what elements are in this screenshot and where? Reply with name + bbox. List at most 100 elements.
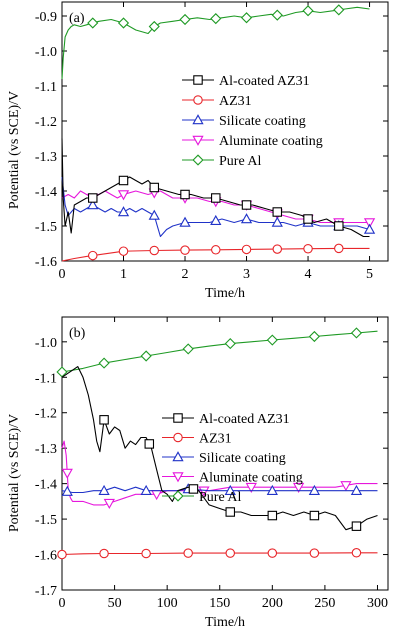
panel-b-series-marker-4 (224, 338, 236, 350)
panel-b-plot-frame (61, 316, 389, 591)
panel-b-series-marker-1 (309, 548, 320, 558)
panel-b-y-tick-label: -1.7 (35, 584, 57, 599)
panel-a-legend-marker (193, 75, 203, 85)
panel-b-legend-label: Al-coated AZ31 (199, 412, 290, 427)
panel-a-series-marker-0 (334, 221, 344, 231)
panel-a-legend-marker (192, 135, 204, 146)
panel-a-series-marker-0 (88, 193, 98, 203)
panel-b-legend-marker (172, 472, 184, 483)
panel-b-series-marker-2 (98, 484, 110, 495)
panel-a-legend-label: AZ31 (219, 94, 252, 109)
panel-b-panel-label: (b) (69, 326, 86, 341)
panel-a-plot-frame (61, 1, 389, 262)
panel-a-series-marker-1 (241, 244, 252, 255)
panel-a-series-marker-0 (118, 175, 129, 186)
panel-a-series-marker-0 (180, 189, 190, 200)
panel-b-x-tick-label: 300 (367, 596, 388, 611)
panel-b-series-marker-1 (183, 548, 193, 558)
panel-b-series-marker-0 (144, 439, 155, 449)
panel-a-series-marker-1 (180, 245, 190, 255)
panel-b-legend-label: AZ31 (199, 432, 232, 447)
panel-a-series-marker-4 (117, 17, 130, 29)
panel-b-legend-marker (173, 432, 183, 443)
panel-a-y-tick-label: -1.6 (35, 255, 57, 270)
panel-a-x-axis-title: Time/h (205, 286, 245, 301)
panel-a-y-tick-label: -0.9 (35, 10, 57, 25)
panel-b-x-tick-label: 0 (59, 596, 66, 611)
panel-b-series-marker-2 (308, 484, 321, 495)
panel-a-series-marker-4 (87, 17, 99, 29)
panel-b-x-tick-label: 250 (314, 596, 335, 611)
panel-a-series-marker-1 (149, 245, 160, 256)
panel-a-series-marker-4 (240, 12, 253, 24)
panel-a-series-marker-1 (88, 250, 98, 261)
panel-b-x-tick-label: 100 (157, 596, 178, 611)
panel-b-series-marker-3 (340, 481, 352, 492)
panel-a-series-marker-2 (210, 214, 222, 225)
panel-a-y-tick-label: -1.0 (35, 45, 57, 60)
panel-b: 0 50 100 150 200 250 300 -1.7 -1.6 -1.5 -1.4 -1.3 -1… (35, 316, 389, 630)
panel-b-series-line-2 (61, 486, 378, 494)
panel-b-series-marker-0 (351, 521, 362, 531)
panel-b-series-marker-0 (225, 507, 236, 517)
panel-a-series-marker-0 (303, 214, 313, 224)
panel-b-y-tick-label: -1.1 (35, 371, 57, 386)
panel-a-panel-label: (a) (69, 11, 85, 26)
panel-b-series-marker-2 (224, 484, 236, 495)
panel-a-series-marker-2 (148, 209, 160, 220)
panel-a-series-marker-4 (302, 5, 314, 17)
panel-a-series-marker-1 (334, 243, 344, 254)
panel-b-series-marker-0 (188, 484, 199, 494)
panel-b-legend-label: Silicate coating (199, 451, 286, 466)
panel-b-series-line-4 (61, 330, 378, 373)
panel-a-series-marker-2 (271, 216, 283, 227)
panel-b-series-marker-1 (225, 548, 236, 558)
panel-b-y-tick-label: -1.2 (35, 407, 57, 422)
panel-b-series-marker-4 (140, 350, 152, 362)
panel-a-x-tick-label: 4 (305, 267, 312, 282)
panel-a-series-marker-3 (117, 190, 130, 201)
panel-b-series-marker-1 (57, 549, 67, 560)
panel-b-y-tick-label: -1.3 (35, 442, 57, 457)
panel-a-y-tick-label: -1.1 (35, 80, 57, 95)
panel-b-y-tick-label: -1.6 (35, 549, 57, 564)
panel-b-legend-marker (172, 451, 184, 462)
panel-b-legend-label: Pure Al (199, 490, 242, 505)
panel-b-series-marker-3 (61, 468, 73, 479)
panel-b-series-line-0 (61, 366, 378, 531)
panel-b-series-marker-1 (351, 548, 362, 558)
panel-a-y-tick-label: -1.2 (35, 115, 57, 130)
panel-b-legend-marker (172, 490, 184, 502)
panel-b-y-axis-title: Potential (vs SCE)/V (7, 414, 22, 532)
panel-b-legend-label: Aluminate coating (199, 471, 303, 486)
panel-b-series-marker-2 (61, 485, 73, 496)
panel-a-x-tick-label: 1 (120, 267, 127, 282)
panel-a-series-marker-2 (179, 216, 191, 227)
panel-b-series-marker-1 (267, 548, 278, 558)
panel-b-series-marker-2 (140, 484, 152, 495)
panel-b-x-axis-title: Time/h (205, 615, 245, 630)
panel-a-series-marker-4 (333, 4, 345, 16)
panel-a-series-marker-0 (211, 193, 221, 203)
panel-a-series-marker-0 (272, 207, 283, 217)
panel-a-series-marker-1 (211, 245, 221, 255)
panel-b-series-marker-4 (308, 330, 320, 343)
panel-b-series-line-1 (61, 552, 378, 556)
panel-b-legend: Al-coated AZ31 AZ31 Silicate coating Alumin… (162, 412, 303, 505)
panel-b-legend-marker (173, 413, 183, 423)
panel-b-series-marker-3 (198, 486, 210, 497)
panel-b-series-marker-4 (266, 334, 278, 346)
panel-b-series-marker-1 (99, 548, 109, 559)
panel-b-series-marker-0 (309, 510, 320, 521)
panel-a-series-marker-2 (87, 199, 99, 210)
panel-b-series-marker-0 (99, 415, 109, 425)
panel-a-series-marker-1 (272, 244, 283, 254)
panel-a-y-tick-label: -1.3 (35, 150, 57, 165)
panel-a-series-marker-2 (240, 213, 253, 224)
panel-b-series-marker-3 (292, 482, 305, 494)
panel-a-series-marker-2 (363, 223, 376, 234)
panel-b-series-marker-3 (245, 482, 257, 494)
panel-a-y-axis-title: Potential (vs SCE)/V (7, 91, 22, 209)
